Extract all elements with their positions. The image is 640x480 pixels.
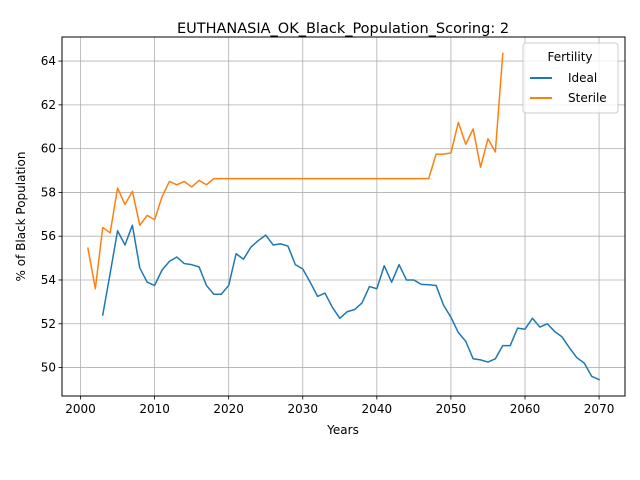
x-tick-label: 2060 <box>510 402 541 416</box>
y-tick-label: 50 <box>41 361 56 375</box>
legend: Fertility Ideal Sterile <box>522 42 619 114</box>
y-tick-label: 62 <box>41 98 56 112</box>
series-line-ideal <box>101 224 601 381</box>
y-tick-label: 54 <box>41 273 56 287</box>
x-tick-label: 2040 <box>362 402 393 416</box>
x-tick-label: 2050 <box>436 402 467 416</box>
x-tick-label: 2070 <box>584 402 615 416</box>
x-tick-label: 2030 <box>287 402 318 416</box>
y-tick-label: 64 <box>41 54 56 68</box>
legend-label-sterile: Sterile <box>568 91 607 105</box>
x-tick-label: 2010 <box>139 402 170 416</box>
y-tick-label: 52 <box>41 317 56 331</box>
y-tick-label: 60 <box>41 142 56 156</box>
legend-box <box>522 42 619 114</box>
legend-title: Fertility <box>547 50 592 64</box>
y-axis-label: % of Black Population <box>14 152 28 282</box>
x-tick-label: 2020 <box>213 402 244 416</box>
x-axis-ticks: 2000 2010 2020 2030 2040 2050 2060 2070 <box>65 396 614 416</box>
series-lines <box>87 52 601 381</box>
series-line-sterile <box>87 52 504 290</box>
x-tick-label: 2000 <box>65 402 96 416</box>
y-tick-label: 56 <box>41 229 56 243</box>
y-tick-label: 58 <box>41 185 56 199</box>
chart-title: EUTHANASIA_OK_Black_Population_Scoring: … <box>177 21 509 37</box>
x-axis-label: Years <box>326 423 359 437</box>
y-axis-ticks: 50 52 54 56 58 60 62 64 <box>41 54 62 375</box>
plot-frame <box>61 36 626 397</box>
legend-label-ideal: Ideal <box>568 71 597 85</box>
